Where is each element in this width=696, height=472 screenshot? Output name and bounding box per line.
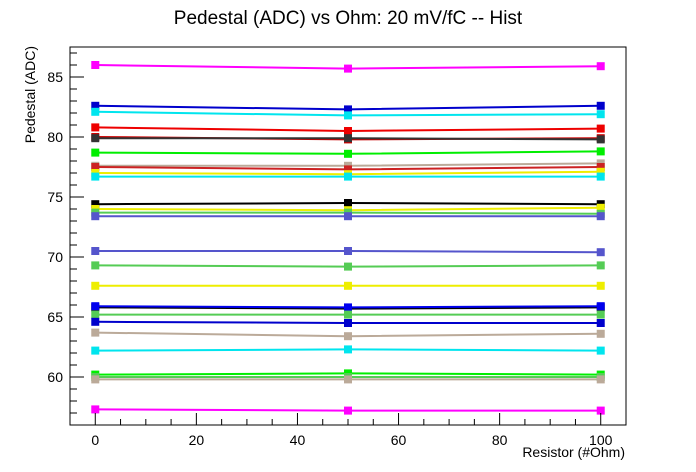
series-2 [91,101,605,114]
data-point [596,101,605,110]
data-point [596,110,605,119]
data-point [344,134,352,143]
data-point [91,123,100,132]
data-point [344,319,352,327]
data-point [596,124,605,133]
x-tick-label: 40 [290,432,306,448]
data-point [596,167,605,176]
data-point [91,310,100,319]
series-24 [91,345,605,355]
data-point [91,107,100,116]
x-tick-label: 0 [91,432,99,448]
series-21 [91,310,605,319]
axis-layer: 0 20 40 60 80 100 60 65 70 75 80 85 [47,52,627,448]
data-point [596,147,605,156]
data-point [91,200,100,209]
data-point [596,212,605,221]
series-27 [91,375,605,384]
data-point [91,375,100,384]
data-point [91,261,100,270]
data-point [596,172,605,181]
data-point [91,328,100,337]
y-axis-label: Pedestal (ADC) [22,46,38,143]
y-tick-label: 80 [47,129,63,145]
series-22 [91,317,605,327]
data-point [91,346,100,355]
data-point [596,329,605,338]
data-point [91,148,100,157]
data-point [344,105,352,114]
series-3 [91,107,605,120]
data-point [344,375,352,384]
series-20 [91,302,605,312]
series-9 [91,163,605,174]
data-point [344,127,352,135]
data-point [344,303,352,312]
series-16 [91,247,605,257]
data-point [596,248,605,257]
data-point [91,281,100,290]
data-point [344,165,352,174]
data-point [596,135,605,144]
data-point [344,345,352,354]
y-tick-label: 85 [47,69,63,85]
data-point [91,212,100,221]
data-point [596,261,605,270]
data-point [596,319,605,327]
series-17 [91,261,605,271]
plot-frame [69,46,627,426]
data-point [91,247,100,255]
series-11 [91,172,605,181]
chart-title: Pedestal (ADC) vs Ohm: 20 mV/fC -- Hist [174,8,523,29]
data-point [596,375,605,384]
data-point [596,310,605,319]
series-18 [91,281,605,290]
data-point [344,406,352,415]
series-1 [91,61,605,73]
x-tick-label: 100 [589,432,613,448]
data-point [596,281,605,290]
data-point [596,163,605,171]
data-point [344,172,352,181]
data-point [344,111,352,120]
x-tick-label: 20 [189,432,205,448]
data-point [344,64,352,73]
data-point [344,212,352,221]
data-point [596,203,605,212]
data-point [344,310,352,319]
data-point [91,317,100,326]
series-7 [91,147,605,158]
data-point [91,101,100,110]
y-tick-label: 75 [47,189,63,205]
data-point [91,172,100,181]
data-point [596,406,605,415]
x-tick-label: 60 [391,432,407,448]
data-point [596,302,605,311]
y-tick-label: 60 [47,369,63,385]
x-tick-label: 80 [492,432,508,448]
data-point [91,163,100,171]
data-point [596,346,605,355]
y-tick-label: 70 [47,249,63,265]
data-point [344,149,352,158]
data-point [596,62,605,71]
data-point [91,61,100,69]
data-point [344,262,352,271]
series-layer [91,61,605,415]
data-point [344,332,352,341]
data-point [91,302,100,311]
series-6 [91,134,605,144]
data-point [344,247,352,255]
data-point [344,199,352,207]
data-point [91,134,100,143]
series-23 [91,328,605,341]
y-tick-label: 65 [47,309,63,325]
series-15 [91,212,605,221]
series-28 [91,405,605,415]
data-point [91,405,100,414]
data-point [344,281,352,290]
x-axis-label: Resistor (#Ohm) [522,444,625,460]
series-4 [91,123,605,135]
